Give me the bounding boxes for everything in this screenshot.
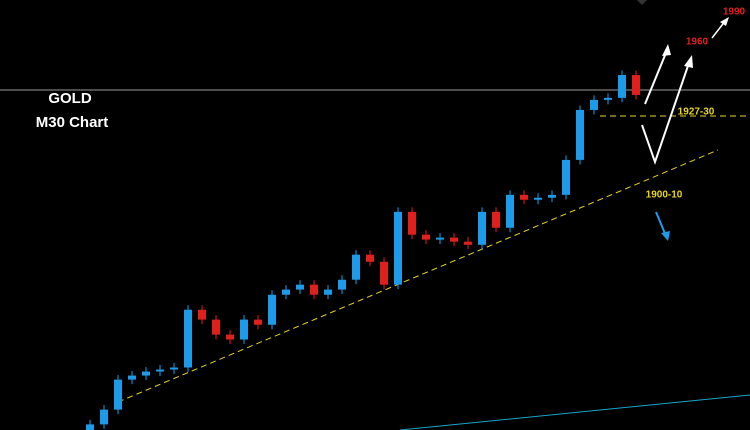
candle-body — [100, 409, 108, 425]
arrow — [641, 59, 691, 166]
trend-line — [117, 149, 719, 403]
arrow-head — [662, 44, 671, 56]
candle-body — [86, 424, 94, 430]
candle-body — [352, 254, 360, 280]
candle-body — [618, 75, 626, 98]
candle-body — [576, 109, 584, 160]
candle-body — [268, 294, 276, 325]
marker — [637, 0, 647, 5]
candle-body — [338, 279, 346, 290]
chart-subtitle: M30 Chart — [36, 114, 109, 131]
candle-body — [548, 194, 556, 198]
chart-title: GOLD — [48, 90, 91, 107]
candle-body — [366, 254, 374, 262]
candle-body — [282, 289, 290, 295]
channel-line — [399, 394, 750, 430]
candle-body — [492, 211, 500, 228]
candle-body — [142, 371, 150, 376]
candle-body — [254, 319, 262, 325]
candle-body — [310, 284, 318, 295]
arrow — [644, 47, 669, 105]
candle-body — [422, 234, 430, 240]
annotation: 1900-10 — [646, 190, 683, 201]
candle-body — [632, 75, 640, 95]
candle-body — [408, 211, 416, 235]
candle-body — [156, 369, 164, 372]
annotation: 1927-30 — [678, 107, 715, 118]
candle-body — [296, 284, 304, 290]
candle-body — [464, 241, 472, 245]
annotation: 1990 — [723, 7, 746, 18]
candle-body — [380, 261, 388, 285]
candle-body — [562, 159, 570, 195]
candle-body — [450, 237, 458, 242]
candle-body — [212, 319, 220, 335]
candle-body — [226, 334, 234, 340]
candle-body — [184, 309, 192, 368]
candle-body — [128, 375, 136, 380]
candle-body — [170, 367, 178, 370]
candle-body — [590, 99, 598, 110]
candle-body — [604, 97, 612, 100]
candle-body — [394, 211, 402, 285]
candle-body — [436, 237, 444, 240]
arrow-head — [661, 231, 670, 241]
candle-body — [520, 194, 528, 200]
candle-body — [506, 194, 514, 228]
arrow — [655, 211, 667, 237]
arrow-head — [684, 55, 693, 68]
candle-body — [324, 289, 332, 295]
candle-body — [198, 309, 206, 320]
candle-body — [114, 379, 122, 410]
annotation: 1960 — [686, 37, 709, 48]
candle-body — [478, 211, 486, 245]
candle-body — [534, 197, 542, 200]
arrow-head — [720, 17, 729, 26]
candle-body — [240, 319, 248, 340]
